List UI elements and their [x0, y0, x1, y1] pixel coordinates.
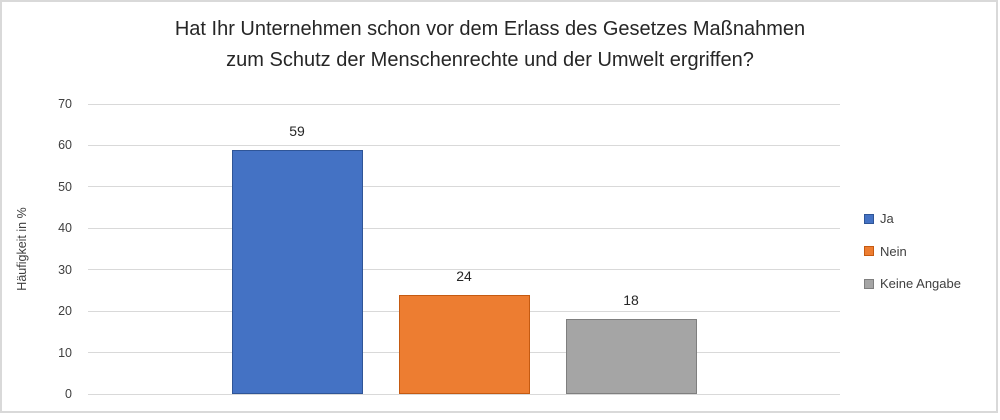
plot-area: 59 24 18: [88, 103, 840, 395]
value-label-keine-angabe: 18: [623, 292, 639, 309]
y-tick-label-50: 50: [58, 179, 72, 194]
y-tick-label-60: 60: [58, 138, 72, 153]
gridline-40: [88, 227, 840, 229]
legend-label-ja: Ja: [880, 211, 894, 226]
chart-title-line-1: Hat Ihr Unternehmen schon vor dem Erlass…: [174, 18, 806, 40]
chart-title-line-2: zum Schutz der Menschenrechte und der Um…: [226, 49, 754, 71]
y-tick-label-0: 0: [65, 387, 72, 401]
gridline-30: [88, 269, 840, 271]
y-tick-label-40: 40: [58, 221, 72, 236]
y-tick-label-30: 30: [58, 262, 72, 277]
bar-keine-angabe: [565, 319, 697, 394]
legend-label-nein: Nein: [880, 243, 907, 259]
legend-item-keine-angabe: Keine Angabe: [864, 276, 961, 291]
value-label-ja: 59: [289, 122, 305, 139]
legend-swatch-nein: [864, 246, 874, 256]
y-tick-label-70: 70: [58, 97, 72, 111]
legend-swatch-ja: [864, 213, 874, 224]
legend-item-nein: Nein: [864, 244, 907, 259]
bar-nein: [398, 294, 530, 394]
y-tick-label-20: 20: [58, 304, 72, 319]
y-tick-label-10: 10: [58, 345, 72, 360]
y-axis-title: Häufigkeit in %: [15, 207, 29, 291]
legend-item-ja: Ja: [864, 211, 894, 226]
value-label-nein: 24: [456, 267, 472, 284]
chart-title: Hat Ihr Unternehmen schon vor dem Erlass…: [85, 14, 895, 76]
gridline-0: [88, 393, 840, 395]
gridline-50: [88, 186, 840, 188]
bar-ja: [231, 149, 363, 394]
legend-label-keine-angabe: Keine Angabe: [880, 276, 961, 291]
gridline-60: [88, 144, 840, 146]
legend-swatch-keine-angabe: [864, 278, 874, 289]
gridline-70: [88, 103, 840, 105]
